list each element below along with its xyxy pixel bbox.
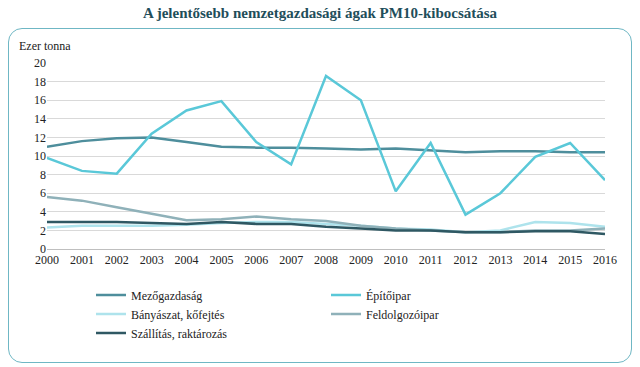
svg-text:2012: 2012	[454, 253, 478, 267]
svg-text:2010: 2010	[384, 253, 408, 267]
svg-text:2002: 2002	[105, 253, 129, 267]
svg-text:16: 16	[34, 93, 46, 107]
svg-text:2013: 2013	[488, 253, 512, 267]
svg-text:2016: 2016	[593, 253, 617, 267]
svg-text:2007: 2007	[279, 253, 303, 267]
svg-text:2: 2	[40, 224, 46, 238]
svg-text:0: 0	[40, 242, 46, 256]
html-text:A jelentősebb nemzetgazdasági: A jelentősebb nemzetgazdasági ágak PM10-…	[142, 5, 498, 21]
svg-text:8: 8	[40, 168, 46, 182]
svg-text:Szállítás, raktározás: Szállítás, raktározás	[131, 327, 227, 341]
svg-text:2000: 2000	[35, 253, 59, 267]
svg-text:2008: 2008	[314, 253, 338, 267]
svg-text:10: 10	[34, 149, 46, 163]
svg-text:Ezer tonna: Ezer tonna	[19, 39, 71, 53]
svg-text:20: 20	[34, 56, 46, 70]
svg-text:Építőipar: Építőipar	[366, 289, 411, 303]
svg-text:2001: 2001	[70, 253, 94, 267]
svg-text:2015: 2015	[558, 253, 582, 267]
svg-text:12: 12	[34, 131, 46, 145]
svg-text:2011: 2011	[419, 253, 443, 267]
svg-text:6: 6	[40, 186, 46, 200]
svg-text:18: 18	[34, 75, 46, 89]
svg-text:Bányászat, kőfejtés: Bányászat, kőfejtés	[131, 308, 225, 322]
svg-text:Feldolgozóipar: Feldolgozóipar	[366, 308, 439, 322]
svg-text:2003: 2003	[140, 253, 164, 267]
svg-text:2004: 2004	[175, 253, 199, 267]
svg-text:2009: 2009	[349, 253, 373, 267]
svg-text:4: 4	[40, 205, 46, 219]
svg-text:2005: 2005	[209, 253, 233, 267]
svg-text:2014: 2014	[523, 253, 547, 267]
svg-text:14: 14	[34, 112, 46, 126]
svg-text:2006: 2006	[244, 253, 268, 267]
svg-text:Mezőgazdaság: Mezőgazdaság	[131, 289, 202, 303]
